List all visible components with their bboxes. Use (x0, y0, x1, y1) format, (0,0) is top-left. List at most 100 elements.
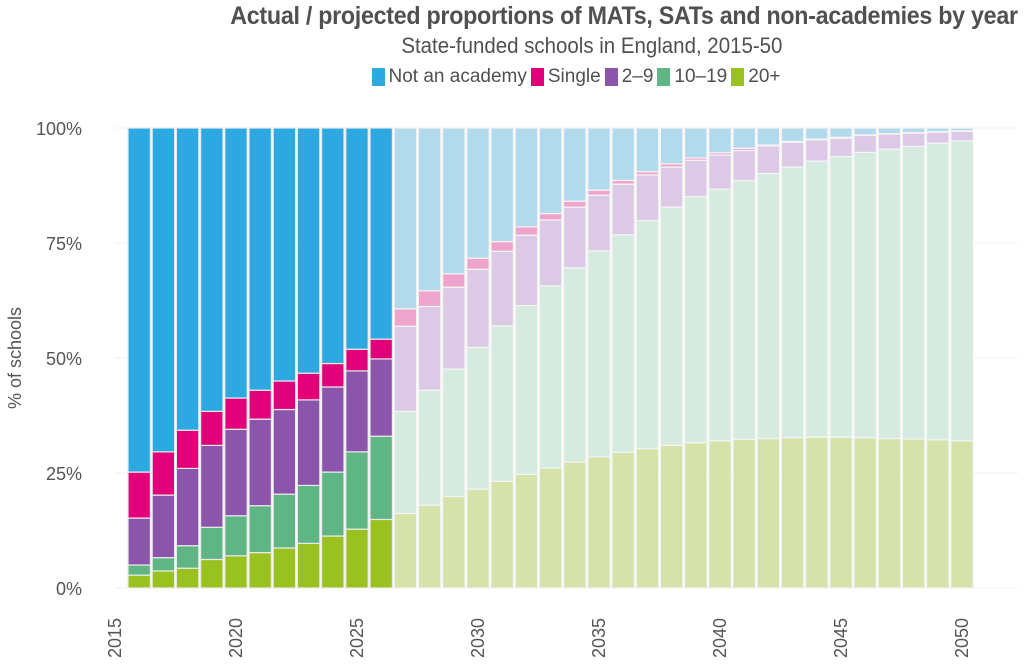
bar-2-9-2046[interactable] (853, 134, 877, 153)
bar-20-plus-2027[interactable] (393, 512, 418, 589)
bar-2-9-2017[interactable] (151, 494, 176, 559)
bar-2-9-2025[interactable] (345, 370, 369, 453)
bar-single-2025[interactable] (345, 348, 369, 372)
bar-10-19-2046[interactable] (853, 151, 877, 439)
legend-item-20-plus[interactable]: 20+ (731, 66, 780, 88)
bar-20-plus-2047[interactable] (877, 437, 902, 589)
bar-2-9-2032[interactable] (514, 234, 539, 307)
bar-10-19-2028[interactable] (417, 389, 442, 506)
bar-10-19-2050[interactable] (950, 140, 974, 442)
bar-10-19-2045[interactable] (829, 155, 853, 438)
bar-10-19-2016[interactable] (127, 564, 151, 576)
bar-20-plus-2040[interactable] (708, 440, 732, 589)
bar-10-19-2022[interactable] (272, 493, 297, 549)
bar-2-9-2036[interactable] (611, 183, 635, 236)
bar-10-19-2025[interactable] (345, 451, 369, 530)
legend-item-10-19[interactable]: 10–19 (657, 66, 727, 88)
bar-not-an-academy-2047[interactable] (877, 127, 902, 135)
bar-single-2035[interactable] (587, 189, 611, 196)
bar-20-plus-2024[interactable] (321, 535, 345, 589)
bar-10-19-2029[interactable] (442, 368, 466, 498)
bar-10-19-2020[interactable] (224, 515, 248, 557)
bar-not-an-academy-2025[interactable] (345, 127, 369, 350)
bar-2-9-2040[interactable] (708, 154, 732, 190)
bar-20-plus-2045[interactable] (829, 436, 853, 589)
bar-20-plus-2019[interactable] (200, 558, 224, 589)
bar-2-9-2022[interactable] (272, 408, 297, 495)
bar-not-an-academy-2039[interactable] (683, 127, 708, 159)
bar-not-an-academy-2018[interactable] (175, 127, 200, 431)
bar-not-an-academy-2023[interactable] (296, 127, 321, 374)
bar-20-plus-2050[interactable] (950, 440, 974, 589)
bar-not-an-academy-2035[interactable] (587, 127, 611, 191)
bar-10-19-2049[interactable] (925, 142, 950, 441)
bar-2-9-2048[interactable] (901, 132, 926, 147)
bar-2-9-2038[interactable] (659, 166, 684, 208)
bar-20-plus-2018[interactable] (175, 567, 200, 589)
bar-not-an-academy-2021[interactable] (248, 127, 272, 391)
bar-10-19-2036[interactable] (611, 234, 635, 453)
bar-2-9-2016[interactable] (127, 517, 151, 566)
bar-2-9-2035[interactable] (587, 194, 611, 252)
bar-2-9-2027[interactable] (393, 325, 418, 412)
bar-not-an-academy-2016[interactable] (127, 127, 151, 473)
bar-2-9-2029[interactable] (442, 286, 466, 370)
bar-20-plus-2034[interactable] (562, 461, 587, 589)
bar-10-19-2017[interactable] (151, 557, 176, 572)
bar-2-9-2031[interactable] (490, 250, 514, 327)
bar-20-plus-2042[interactable] (756, 437, 781, 589)
bar-10-19-2024[interactable] (321, 471, 345, 537)
bar-not-an-academy-2045[interactable] (829, 127, 853, 138)
bar-not-an-academy-2030[interactable] (466, 127, 490, 259)
bar-20-plus-2028[interactable] (417, 504, 442, 589)
bar-10-19-2021[interactable] (248, 505, 272, 554)
bar-single-2022[interactable] (272, 380, 297, 411)
bar-2-9-2037[interactable] (635, 174, 660, 222)
bar-10-19-2044[interactable] (804, 160, 829, 438)
bar-2-9-2045[interactable] (829, 137, 853, 158)
bar-10-19-2048[interactable] (901, 145, 926, 440)
bar-single-2029[interactable] (442, 273, 466, 288)
bar-not-an-academy-2033[interactable] (538, 127, 563, 215)
bar-20-plus-2044[interactable] (804, 436, 829, 589)
bar-2-9-2019[interactable] (200, 444, 224, 528)
bar-20-plus-2041[interactable] (732, 438, 756, 589)
bar-10-19-2026[interactable] (369, 435, 393, 521)
bar-10-19-2027[interactable] (393, 410, 418, 515)
bar-single-2027[interactable] (393, 308, 418, 327)
bar-not-an-academy-2019[interactable] (200, 127, 224, 412)
bar-single-2026[interactable] (369, 338, 393, 360)
bar-20-plus-2020[interactable] (224, 555, 248, 589)
bar-not-an-academy-2038[interactable] (659, 127, 684, 165)
bar-10-19-2023[interactable] (296, 484, 321, 544)
bar-20-plus-2031[interactable] (490, 480, 514, 589)
bar-20-plus-2035[interactable] (587, 456, 611, 589)
bar-2-9-2030[interactable] (466, 268, 490, 349)
bar-2-9-2020[interactable] (224, 428, 248, 517)
bar-20-plus-2039[interactable] (683, 442, 708, 589)
legend-item-not-an-academy[interactable]: Not an academy (371, 66, 527, 88)
bar-single-2021[interactable] (248, 389, 272, 420)
bar-not-an-academy-2049[interactable] (925, 127, 950, 133)
bar-10-19-2034[interactable] (562, 267, 587, 463)
bar-20-plus-2036[interactable] (611, 451, 635, 589)
legend-item-single[interactable]: Single (530, 66, 601, 88)
legend-item-2-9[interactable]: 2–9 (604, 66, 653, 88)
bar-single-2034[interactable] (562, 200, 587, 208)
bar-single-2016[interactable] (127, 471, 151, 519)
bar-10-19-2032[interactable] (514, 304, 539, 475)
bar-10-19-2038[interactable] (659, 206, 684, 446)
bar-20-plus-2022[interactable] (272, 547, 297, 589)
bar-20-plus-2017[interactable] (151, 570, 176, 589)
bar-10-19-2030[interactable] (466, 346, 490, 490)
bar-10-19-2039[interactable] (683, 195, 708, 444)
bar-20-plus-2043[interactable] (780, 436, 805, 589)
bar-20-plus-2033[interactable] (538, 467, 563, 589)
bar-2-9-2043[interactable] (780, 141, 805, 168)
bar-10-19-2043[interactable] (780, 166, 805, 439)
bar-single-2023[interactable] (296, 372, 321, 401)
bar-not-an-academy-2037[interactable] (635, 127, 660, 173)
bar-2-9-2041[interactable] (732, 149, 756, 182)
bar-not-an-academy-2041[interactable] (732, 127, 756, 149)
bar-20-plus-2016[interactable] (127, 574, 151, 589)
